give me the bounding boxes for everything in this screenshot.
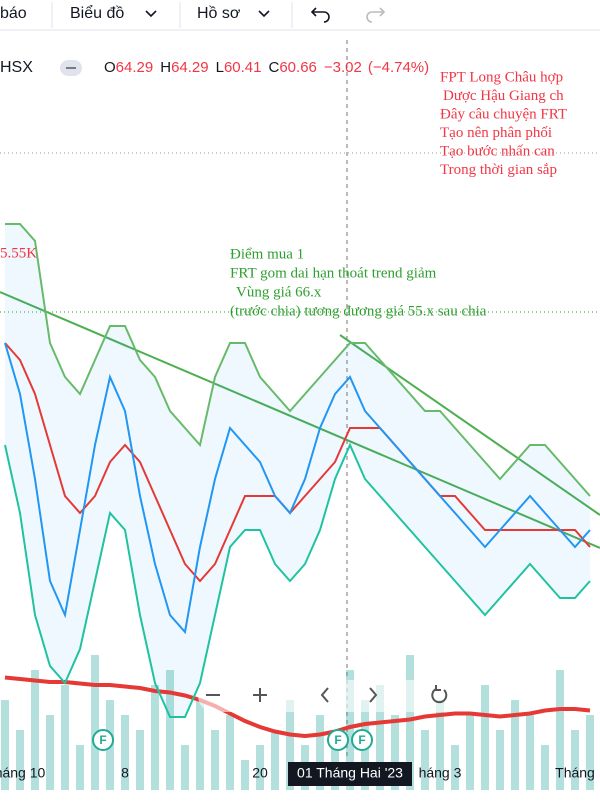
red-note: Tạo nên phân phối: [440, 125, 552, 141]
legend-text: L: [216, 59, 224, 76]
volume-bar: [376, 685, 384, 790]
crosshair-label: 01 Tháng Hai '23: [297, 765, 403, 781]
symbol: HSX: [0, 59, 33, 76]
legend-text: 60.41: [224, 59, 262, 76]
toolbar-bg: [0, 0, 600, 30]
chevron: [258, 10, 270, 18]
red-note: Đây câu chuyện FRT: [440, 106, 567, 122]
volume-bar: [466, 715, 474, 790]
volume-bar: [46, 715, 54, 790]
series-line: [5, 223, 591, 497]
red-note: FPT Long Châu hợp: [440, 69, 563, 85]
volume-bar: [151, 685, 159, 790]
volume-bar: [256, 745, 264, 790]
red-note: Dược Hậu Giang ch: [443, 88, 564, 104]
volume-bar: [541, 745, 549, 790]
event-marker-label: F: [358, 733, 365, 747]
redo-button[interactable]: [366, 7, 386, 23]
toolbar-item[interactable]: Biểu đồ: [70, 4, 124, 22]
x-tick-label: háng 10: [0, 765, 46, 781]
scroll-left[interactable]: [320, 687, 329, 703]
volume-bar: [556, 670, 564, 790]
volume-bar: [391, 715, 399, 790]
green-note: Điểm mua 1: [230, 246, 304, 262]
volume-bar: [76, 745, 84, 790]
volume-bar: [586, 715, 594, 790]
green-note: Vùng giá 66.x: [236, 284, 322, 300]
reset[interactable]: [431, 685, 448, 704]
legend-text: 64.29: [171, 59, 209, 76]
volume-bar: [121, 715, 129, 790]
volume-bar: [211, 730, 219, 790]
nav-bg: [198, 680, 463, 712]
zoom-in[interactable]: [253, 688, 267, 702]
volume-bar: [181, 745, 189, 790]
band-fill: [5, 224, 590, 717]
volume-bar: [31, 670, 39, 790]
legend-text: −3.02: [324, 59, 362, 76]
nav-buttons: [198, 680, 463, 712]
legend-text: 60.66: [279, 59, 317, 76]
volume-bar: [286, 700, 294, 790]
volume-bar: [451, 745, 459, 790]
series-line: [4, 342, 591, 583]
legend: O 64.29 H 64.29 L 60.41 C 60.66 −3.02 (−4.74%): [104, 59, 429, 76]
chevron: [145, 10, 157, 18]
volume-bar: [91, 655, 99, 790]
volume-bar: [241, 760, 249, 790]
volume-bar: [346, 670, 354, 790]
legend-text: C: [269, 59, 280, 76]
event-marker: [92, 729, 114, 751]
volume-bar: [571, 730, 579, 790]
x-tick-label: háng 3: [419, 765, 462, 781]
volume-bar: [511, 700, 519, 790]
event-marker-label: F: [334, 733, 341, 747]
volume-bar: [61, 685, 69, 790]
event-marker: [351, 729, 373, 751]
volume-bar: [316, 715, 324, 790]
green-note: (trước chia) tương đương giá 55.x sau ch…: [230, 303, 487, 319]
toolbar-item[interactable]: Hồ sơ: [197, 5, 241, 22]
x-tick-label: 20: [252, 765, 268, 781]
volume-bar: [1, 700, 9, 790]
volume-bar: [166, 670, 174, 790]
crosshair-label-bg: [288, 762, 412, 786]
volume-bar: [331, 730, 339, 790]
volume-bar: [526, 715, 534, 790]
undo-button[interactable]: [310, 7, 330, 23]
toolbar-item[interactable]: báo: [0, 5, 27, 22]
x-tick-label: 8: [121, 765, 129, 781]
volume-bar: [436, 700, 444, 790]
red-note: Trong thời gian sắp: [440, 162, 557, 178]
legend-text: O: [104, 59, 116, 76]
x-tick-label: Tháng: [555, 765, 595, 781]
legend-toggle-icon: [66, 67, 76, 69]
volume-bar: [16, 730, 24, 790]
series-line: [4, 342, 591, 635]
event-marker: [327, 729, 349, 751]
volume-bar: [421, 730, 429, 790]
legend-text: 64.29: [116, 59, 154, 76]
volume-bar: [196, 700, 204, 790]
event-marker-label: F: [99, 733, 106, 747]
trend-line: [0, 291, 600, 549]
volume-bar: [226, 715, 234, 790]
legend-text: (−4.74%): [368, 59, 429, 76]
volume-label: 5.55K: [0, 245, 37, 261]
volume-bar: [136, 730, 144, 790]
volume-bar: [496, 730, 504, 790]
green-note: FRT gom dai hạn thoát trend giảm: [230, 265, 437, 281]
scroll-right[interactable]: [369, 687, 378, 703]
volume-bar: [406, 655, 414, 790]
legend-text: H: [160, 59, 171, 76]
series-line: [4, 442, 591, 718]
volume-ma: [4, 675, 591, 739]
volume-bar: [481, 685, 489, 790]
volume-bar: [271, 730, 279, 790]
red-note: Tạo bước nhấn can: [440, 143, 555, 159]
